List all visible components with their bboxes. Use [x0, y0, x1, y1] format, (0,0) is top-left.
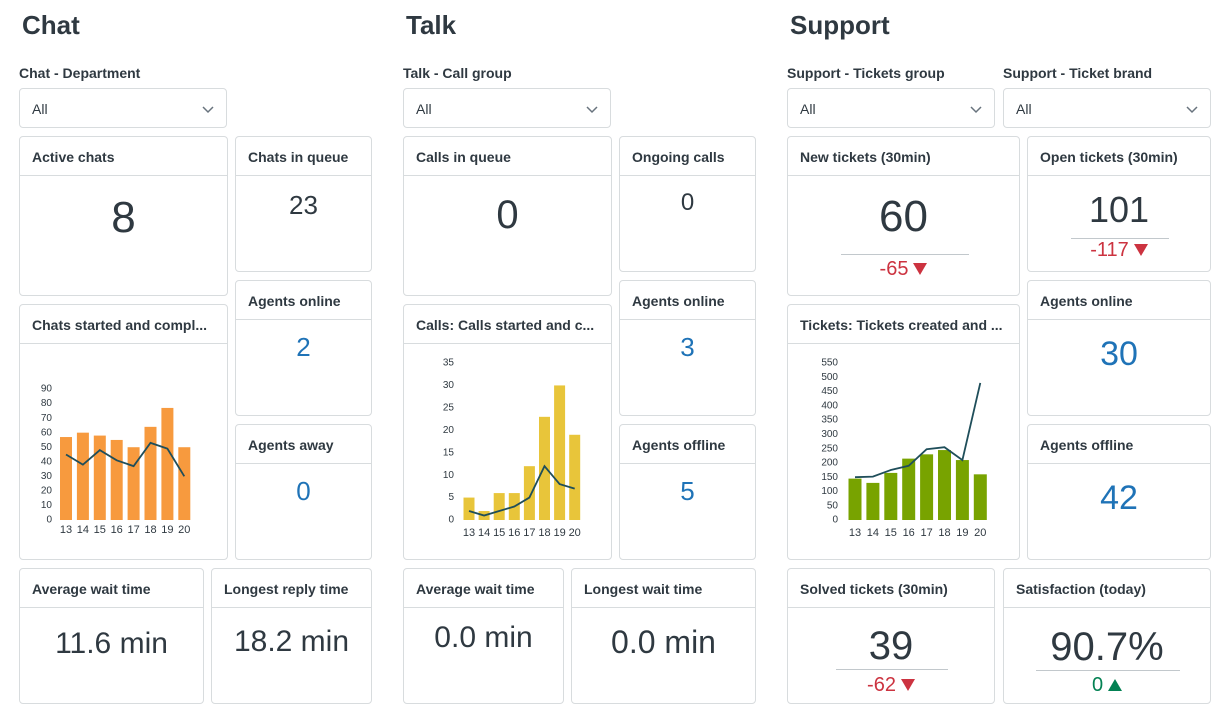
- card-title: Average wait time: [20, 569, 203, 608]
- card-title: Open tickets (30min): [1028, 137, 1210, 176]
- metric-value: 0.0 min: [434, 621, 533, 654]
- dropdown-value: All: [416, 101, 432, 117]
- dropdown[interactable]: All: [403, 88, 611, 128]
- card: Agents online 2: [235, 280, 372, 416]
- card-title: Longest wait time: [572, 569, 755, 608]
- metric-value: 3: [680, 332, 695, 362]
- card-title: Calls in queue: [404, 137, 611, 176]
- dropdown-value: All: [1016, 101, 1032, 117]
- divider: [836, 669, 948, 670]
- card: Open tickets (30min) 101 -117: [1027, 136, 1211, 272]
- card-title: Tickets: Tickets created and ...: [788, 305, 1019, 344]
- dropdown-value: All: [32, 101, 48, 117]
- metric-value: 0.0 min: [611, 624, 716, 660]
- chevron: [586, 106, 598, 114]
- card-title: Agents online: [620, 281, 755, 320]
- card: Solved tickets (30min) 39 -62: [787, 568, 995, 704]
- chevron: [1186, 106, 1198, 114]
- metric-delta: -65: [788, 259, 1019, 279]
- card-title: Solved tickets (30min): [788, 569, 994, 608]
- metric-value: 90.7%: [1050, 625, 1164, 669]
- card: New tickets (30min) 60 -65: [787, 136, 1020, 296]
- filter-label: Support - Tickets group: [787, 65, 945, 81]
- card-title: Calls: Calls started and c...: [404, 305, 611, 344]
- card: Longest reply time 18.2 min: [211, 568, 372, 704]
- metric-delta: 0: [1004, 675, 1210, 695]
- filter-label: Support - Ticket brand: [1003, 65, 1153, 81]
- card: Satisfaction (today) 90.7% 0: [1003, 568, 1211, 704]
- filter-label: Talk - Call group: [403, 65, 512, 81]
- filter-label: Chat - Department: [19, 65, 141, 81]
- card: Agents offline 42: [1027, 424, 1211, 560]
- card: Ongoing calls 0: [619, 136, 756, 272]
- card-title: Active chats: [20, 137, 227, 176]
- card-title: New tickets (30min): [788, 137, 1019, 176]
- card: Chats in queue 23: [235, 136, 372, 272]
- card-title: Agents online: [1028, 281, 1210, 320]
- card: Agents online 3: [619, 280, 756, 416]
- divider: [1071, 238, 1169, 239]
- section-title: Talk: [406, 10, 457, 40]
- card: Agents online 30: [1027, 280, 1211, 416]
- trend-icon: [1133, 244, 1148, 256]
- card-title: Chats started and compl...: [20, 305, 227, 344]
- trend-icon: [1108, 679, 1123, 691]
- divider: [840, 254, 969, 255]
- metric-delta: -62: [788, 675, 994, 695]
- metric-value: 8: [111, 193, 136, 242]
- metric-value: 5: [680, 476, 695, 506]
- metric-value: 0: [496, 193, 519, 237]
- card: Agents away 0: [235, 424, 372, 560]
- dropdown[interactable]: All: [787, 88, 995, 128]
- card-title: Agents online: [236, 281, 371, 320]
- card: Calls: Calls started and c...: [403, 304, 612, 560]
- divider: [1036, 670, 1180, 671]
- delta-value: -117: [1090, 239, 1129, 261]
- metric-value: 42: [1100, 479, 1138, 517]
- dropdown[interactable]: All: [19, 88, 227, 128]
- metric-value: 101: [1088, 189, 1150, 230]
- trend-icon: [913, 263, 928, 275]
- chevron: [970, 106, 982, 114]
- card: Chats started and compl...: [19, 304, 228, 560]
- delta-value: 0: [1091, 674, 1104, 696]
- card: Calls in queue 0: [403, 136, 612, 296]
- card: Tickets: Tickets created and ...: [787, 304, 1020, 560]
- dropdown-value: All: [800, 101, 816, 117]
- metric-value: 0: [296, 476, 311, 506]
- metric-value: 18.2 min: [233, 625, 350, 658]
- section-title: Support: [790, 10, 890, 40]
- card: Average wait time 11.6 min: [19, 568, 204, 704]
- card-title: Ongoing calls: [620, 137, 755, 176]
- card-title: Agents away: [236, 425, 371, 464]
- metric-value: 2: [296, 332, 311, 362]
- metric-value: 30: [1100, 335, 1138, 373]
- metric-value: 0: [680, 189, 695, 216]
- card-title: Agents offline: [620, 425, 755, 464]
- metric-value: 11.6 min: [55, 627, 168, 660]
- metric-value: 60: [879, 192, 928, 241]
- card-title: Average wait time: [404, 569, 563, 608]
- card: Active chats 8: [19, 136, 228, 296]
- chevron: [202, 106, 214, 114]
- trend-icon: [900, 679, 915, 691]
- delta-value: -62: [867, 674, 896, 696]
- card-title: Satisfaction (today): [1004, 569, 1210, 608]
- card-title: Agents offline: [1028, 425, 1210, 464]
- card: Agents offline 5: [619, 424, 756, 560]
- card-title: Chats in queue: [236, 137, 371, 176]
- card-title: Longest reply time: [212, 569, 371, 608]
- delta-value: -65: [879, 258, 909, 280]
- dropdown[interactable]: All: [1003, 88, 1211, 128]
- section-title: Chat: [22, 10, 80, 40]
- metric-value: 23: [289, 190, 318, 220]
- metric-delta: -117: [1028, 240, 1210, 260]
- metric-value: 39: [868, 624, 914, 668]
- card: Average wait time 0.0 min: [403, 568, 564, 704]
- card: Longest wait time 0.0 min: [571, 568, 756, 704]
